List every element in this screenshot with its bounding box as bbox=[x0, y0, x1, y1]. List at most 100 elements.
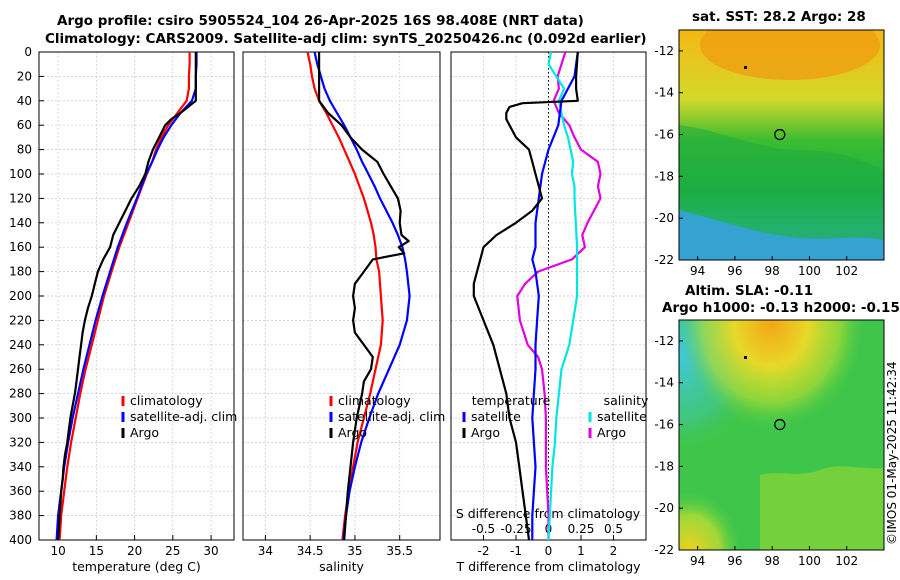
temperature-xtick-label: 30 bbox=[203, 544, 218, 558]
difference-legend-s-argo-label: Argo bbox=[597, 425, 626, 440]
sla-map-xtick-label: 100 bbox=[798, 554, 821, 568]
depth-tick-label: 160 bbox=[9, 240, 32, 254]
temperature-xtick-label: 20 bbox=[127, 544, 142, 558]
salinity-xtick-label: 35 bbox=[347, 544, 362, 558]
salinity-frame bbox=[242, 51, 441, 541]
sla-map-title-1: Altim. SLA: -0.11 bbox=[685, 283, 814, 299]
sla-map bbox=[679, 320, 884, 550]
sla-map-argo-marker bbox=[774, 418, 786, 431]
difference-legend-t-satellite-label: satellite bbox=[471, 409, 521, 424]
difference-s-tick-label: -0.5 bbox=[472, 522, 495, 536]
sla-map-xtick-label: 96 bbox=[727, 554, 742, 568]
difference-legend-s-heading: salinity bbox=[604, 393, 649, 408]
temperature-series-climatology bbox=[58, 52, 191, 541]
sst-warm-patch bbox=[700, 30, 880, 80]
depth-tick-label: 340 bbox=[9, 460, 32, 474]
depth-tick-label: 320 bbox=[9, 435, 32, 449]
difference-series-temperature-satellite bbox=[531, 51, 579, 540]
sla-map-xtick-label: 102 bbox=[835, 554, 858, 568]
difference-xtick-label: 1 bbox=[577, 544, 585, 558]
depth-tick-label: 300 bbox=[9, 411, 32, 425]
temperature-series-argo bbox=[57, 52, 197, 541]
salinity-xtick-label: 35.5 bbox=[386, 544, 413, 558]
sst-map bbox=[679, 30, 884, 260]
depth-tick-label: 220 bbox=[9, 313, 32, 327]
salinity-legend-argo-label: Argo bbox=[338, 425, 367, 440]
difference-s-tick-label: -0.25 bbox=[500, 522, 531, 536]
sla-map-ytick-label: -16 bbox=[654, 418, 674, 432]
difference-legend-t-argo-label: Argo bbox=[471, 425, 500, 440]
salinity-legend-climatology-label: climatology bbox=[338, 393, 411, 408]
sla-south-patch bbox=[760, 466, 884, 550]
sla-map-xtick-label: 94 bbox=[690, 554, 705, 568]
sla-island-mark bbox=[744, 356, 747, 359]
sst-map-ytick-label: -22 bbox=[654, 253, 674, 267]
salinity-xlabel: salinity bbox=[319, 559, 364, 574]
sst-map-ytick-label: -16 bbox=[654, 128, 674, 142]
depth-tick-label: 0 bbox=[24, 45, 32, 59]
difference-xtick-label: 2 bbox=[610, 544, 618, 558]
depth-tick-label: 100 bbox=[9, 167, 32, 181]
difference-series-salinity-satellite bbox=[547, 51, 579, 541]
salinity-series-satellite-adj-clim bbox=[313, 51, 411, 541]
difference-xlabel: T difference from climatology bbox=[455, 559, 641, 574]
depth-tick-label: 60 bbox=[17, 118, 32, 132]
salinity-series-argo bbox=[318, 52, 410, 541]
temperature-xtick-label: 10 bbox=[50, 544, 65, 558]
sst-map-argo-marker bbox=[774, 128, 786, 141]
depth-tick-label: 40 bbox=[17, 94, 32, 108]
difference-s-tick-label: 0.5 bbox=[604, 522, 623, 536]
depth-tick-label: 200 bbox=[9, 289, 32, 303]
difference-legend-t-heading: temperature bbox=[472, 393, 551, 408]
temperature-legend-satellite-label: satellite-adj. clim bbox=[130, 409, 237, 424]
sla-map-frame bbox=[678, 319, 885, 551]
sst-island-mark bbox=[744, 66, 747, 69]
sst-map-xtick-label: 98 bbox=[765, 264, 780, 278]
sst-map-xtick-label: 102 bbox=[835, 264, 858, 278]
depth-tick-label: 80 bbox=[17, 143, 32, 157]
salinity-xtick-label: 34 bbox=[258, 544, 273, 558]
temperature-legend-climatology-label: climatology bbox=[130, 393, 203, 408]
depth-tick-label: 260 bbox=[9, 362, 32, 376]
salinity-xtick-label: 34.5 bbox=[297, 544, 324, 558]
sst-map-ytick-label: -18 bbox=[654, 169, 674, 183]
depth-tick-label: 120 bbox=[9, 191, 32, 205]
sla-yellow-patch bbox=[679, 320, 884, 550]
depth-tick-label: 360 bbox=[9, 484, 32, 498]
temperature-xtick-label: 25 bbox=[165, 544, 180, 558]
difference-s-tick-label: 0.25 bbox=[568, 522, 595, 536]
salinity-series-climatology bbox=[306, 51, 384, 541]
sla-map-ytick-label: -14 bbox=[654, 376, 674, 390]
difference-xtick-label: 0 bbox=[545, 544, 553, 558]
chart-title-line2: Climatology: CARS2009. Satellite-adj cli… bbox=[45, 31, 647, 47]
sst-map-xtick-label: 94 bbox=[690, 264, 705, 278]
sst-map-ytick-label: -12 bbox=[654, 44, 674, 58]
temperature-xtick-label: 15 bbox=[89, 544, 104, 558]
depth-tick-label: 380 bbox=[9, 509, 32, 523]
sst-map-frame bbox=[678, 29, 885, 261]
difference-xtick-label: -2 bbox=[478, 544, 490, 558]
difference-series-temperature-argo bbox=[472, 51, 579, 541]
depth-tick-label: 20 bbox=[17, 69, 32, 83]
sst-map-xtick-label: 96 bbox=[727, 264, 742, 278]
depth-tick-label: 280 bbox=[9, 387, 32, 401]
temperature-legend-argo-label: Argo bbox=[130, 425, 159, 440]
salinity-panel bbox=[242, 51, 441, 541]
depth-tick-label: 180 bbox=[9, 265, 32, 279]
difference-legend-s-satellite-label: satellite bbox=[597, 409, 647, 424]
sst-map-ytick-label: -14 bbox=[654, 86, 674, 100]
salinity-legend-satellite-label: satellite-adj. clim bbox=[338, 409, 445, 424]
depth-tick-label: 240 bbox=[9, 338, 32, 352]
sst-map-title: sat. SST: 28.2 Argo: 28 bbox=[692, 9, 866, 25]
sst-map-xtick-label: 100 bbox=[798, 264, 821, 278]
depth-tick-label: 140 bbox=[9, 216, 32, 230]
difference-xtick-label: -1 bbox=[510, 544, 522, 558]
sst-map-ytick-label: -20 bbox=[654, 211, 674, 225]
sla-map-ytick-label: -20 bbox=[654, 501, 674, 515]
chart-title-line1: Argo profile: csiro 5905524_104 26-Apr-2… bbox=[57, 13, 584, 29]
sla-map-ytick-label: -12 bbox=[654, 334, 674, 348]
sla-map-ytick-label: -18 bbox=[654, 459, 674, 473]
sla-map-ytick-label: -22 bbox=[654, 543, 674, 557]
sla-map-title-2: Argo h1000: -0.13 h2000: -0.15 bbox=[662, 300, 900, 316]
